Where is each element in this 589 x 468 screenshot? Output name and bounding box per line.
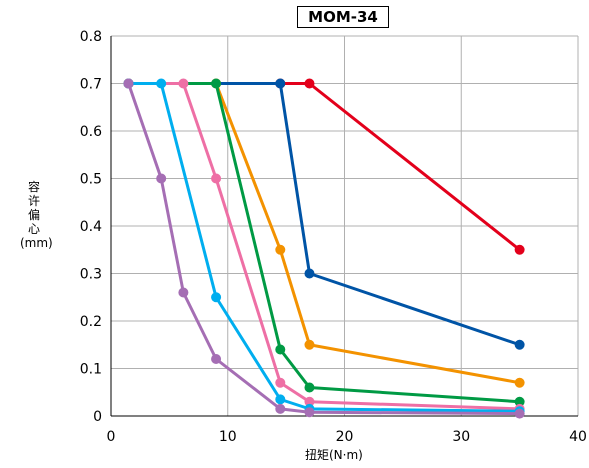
data-point <box>275 244 286 255</box>
data-point <box>211 354 222 364</box>
chart-title: MOM-34 <box>297 6 389 28</box>
y-tick-label: 0.2 <box>80 314 102 330</box>
data-point <box>304 407 315 418</box>
data-point <box>211 292 222 303</box>
series-group <box>123 78 525 419</box>
data-point <box>275 394 286 405</box>
y-axis-label-char: 容 <box>27 180 40 194</box>
x-tick-label: 30 <box>452 429 470 445</box>
data-point <box>178 78 189 89</box>
data-point <box>514 377 525 388</box>
x-tick-label: 0 <box>107 429 116 445</box>
series-3 <box>123 78 525 388</box>
axes <box>110 36 578 417</box>
data-point <box>275 344 286 355</box>
data-point <box>211 173 222 184</box>
y-axis-label-char: 心 <box>27 222 40 236</box>
y-axis-label-char: 许 <box>27 194 40 208</box>
data-point <box>304 396 315 407</box>
y-tick-label: 0.8 <box>80 29 102 45</box>
data-point <box>211 78 222 89</box>
y-axis-label: 容 许 偏 心 (mm) <box>20 180 53 250</box>
data-point <box>275 403 286 414</box>
data-point <box>156 173 167 184</box>
data-point <box>304 78 315 89</box>
series-line <box>128 82 520 411</box>
data-point <box>304 382 315 393</box>
y-axis-label-unit: (mm) <box>20 236 53 250</box>
x-axis-label: 扭矩(N·m) <box>305 448 363 462</box>
x-tick-label: 10 <box>219 429 237 445</box>
series-line <box>128 82 520 413</box>
tick-labels: 0 0.1 0.2 0.3 0.4 0.5 0.6 0.7 0.8 0 10 20 30 40 <box>80 29 587 445</box>
y-tick-label: 0.7 <box>80 77 102 93</box>
series-5 <box>123 78 525 414</box>
data-point <box>514 244 525 255</box>
series-4 <box>123 78 525 407</box>
x-tick-label: 20 <box>336 429 354 445</box>
data-point <box>514 408 525 419</box>
grid <box>111 35 579 416</box>
data-point <box>275 377 286 388</box>
data-point <box>514 396 525 407</box>
y-axis-label-char: 偏 <box>27 208 40 222</box>
x-tick-label: 40 <box>569 429 587 445</box>
data-point <box>123 78 134 89</box>
series-7 <box>123 78 525 419</box>
y-tick-label: 0.1 <box>80 362 102 378</box>
y-tick-label: 0.6 <box>80 124 102 140</box>
y-tick-label: 0 <box>93 409 102 425</box>
y-tick-label: 0.5 <box>80 172 102 188</box>
data-point <box>178 287 189 298</box>
series-6 <box>123 78 525 417</box>
data-point <box>304 268 315 279</box>
data-point <box>275 78 286 89</box>
series-2 <box>123 78 525 350</box>
data-point <box>156 78 167 89</box>
y-tick-label: 0.4 <box>80 219 102 235</box>
data-point <box>514 339 525 350</box>
y-tick-label: 0.3 <box>80 267 102 283</box>
data-point <box>304 339 315 350</box>
